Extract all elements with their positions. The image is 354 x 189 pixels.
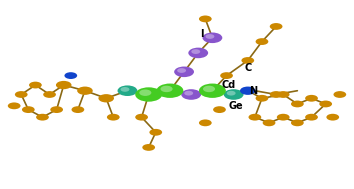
Circle shape bbox=[139, 89, 152, 96]
Text: Ge: Ge bbox=[228, 101, 243, 111]
Circle shape bbox=[249, 114, 261, 121]
Circle shape bbox=[305, 114, 318, 121]
Circle shape bbox=[64, 72, 77, 79]
Circle shape bbox=[22, 106, 35, 113]
Circle shape bbox=[8, 102, 21, 109]
Circle shape bbox=[156, 84, 183, 98]
Circle shape bbox=[220, 72, 233, 79]
Circle shape bbox=[270, 23, 282, 30]
Circle shape bbox=[120, 87, 130, 92]
Circle shape bbox=[305, 95, 318, 102]
Circle shape bbox=[291, 119, 304, 126]
Circle shape bbox=[56, 81, 72, 89]
Circle shape bbox=[277, 91, 290, 98]
Circle shape bbox=[142, 144, 155, 151]
Text: C: C bbox=[244, 63, 251, 73]
Circle shape bbox=[72, 106, 84, 113]
Circle shape bbox=[241, 57, 254, 64]
Circle shape bbox=[98, 94, 114, 102]
Circle shape bbox=[50, 106, 63, 113]
Circle shape bbox=[77, 87, 93, 95]
Circle shape bbox=[199, 84, 226, 98]
Circle shape bbox=[181, 89, 201, 100]
Circle shape bbox=[188, 48, 208, 58]
Circle shape bbox=[149, 129, 162, 136]
Circle shape bbox=[184, 91, 193, 96]
Circle shape bbox=[333, 91, 346, 98]
Circle shape bbox=[277, 114, 290, 121]
Circle shape bbox=[326, 114, 339, 121]
Circle shape bbox=[199, 15, 212, 22]
Circle shape bbox=[263, 119, 275, 126]
Circle shape bbox=[199, 119, 212, 126]
Circle shape bbox=[227, 91, 236, 96]
Text: I: I bbox=[200, 29, 204, 39]
Circle shape bbox=[202, 33, 222, 43]
Circle shape bbox=[213, 106, 226, 113]
Circle shape bbox=[29, 82, 42, 88]
Circle shape bbox=[15, 91, 28, 98]
Circle shape bbox=[36, 114, 49, 121]
Circle shape bbox=[177, 68, 186, 73]
Circle shape bbox=[256, 38, 268, 45]
Circle shape bbox=[191, 49, 200, 54]
Circle shape bbox=[135, 114, 148, 121]
Circle shape bbox=[291, 101, 304, 107]
Circle shape bbox=[135, 87, 162, 102]
Circle shape bbox=[107, 114, 120, 121]
Circle shape bbox=[270, 91, 282, 98]
Circle shape bbox=[224, 89, 244, 100]
Circle shape bbox=[205, 34, 215, 39]
Circle shape bbox=[118, 85, 137, 96]
Circle shape bbox=[174, 67, 194, 77]
Circle shape bbox=[43, 91, 56, 98]
Circle shape bbox=[160, 86, 173, 92]
Circle shape bbox=[203, 86, 215, 92]
Text: Cd: Cd bbox=[221, 80, 235, 90]
Circle shape bbox=[240, 87, 256, 95]
Circle shape bbox=[319, 101, 332, 107]
Circle shape bbox=[256, 95, 268, 102]
Text: N: N bbox=[250, 86, 258, 96]
